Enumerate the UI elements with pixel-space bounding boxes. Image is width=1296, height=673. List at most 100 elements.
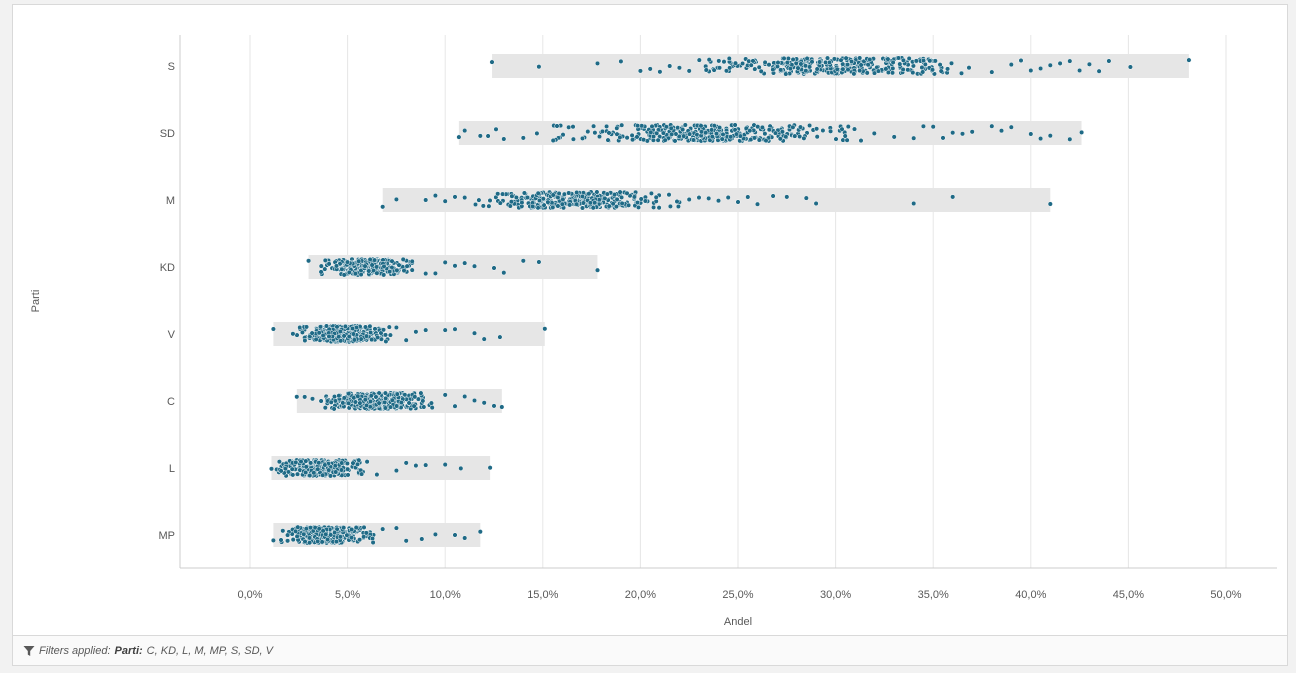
data-point: [617, 134, 623, 140]
data-point: [306, 258, 312, 264]
data-point: [402, 392, 408, 398]
data-point: [784, 194, 790, 200]
data-point: [641, 137, 647, 143]
data-point: [596, 134, 603, 140]
x-axis-title: Andel: [724, 616, 752, 628]
data-point: [342, 323, 348, 329]
data-point: [413, 329, 419, 335]
data-point: [383, 395, 389, 401]
data-point: [858, 138, 864, 144]
data-point: [442, 259, 448, 265]
data-point: [807, 122, 813, 129]
data-point: [604, 123, 610, 129]
data-point: [458, 465, 464, 471]
data-point: [910, 70, 916, 76]
data-point: [1008, 124, 1014, 130]
data-point: [871, 130, 877, 136]
data-point: [452, 532, 458, 538]
data-point: [900, 66, 906, 73]
data-point: [851, 71, 857, 77]
data-point: [423, 197, 429, 203]
data-point: [787, 66, 793, 72]
data-point: [319, 539, 325, 545]
data-point: [1079, 129, 1085, 135]
data-point: [361, 534, 367, 540]
data-point: [1067, 136, 1073, 142]
data-point: [579, 205, 586, 211]
data-point: [676, 65, 682, 71]
data-point: [858, 62, 864, 68]
data-point: [779, 129, 785, 135]
data-point: [566, 190, 572, 196]
data-point: [747, 128, 753, 134]
data-point: [268, 466, 275, 472]
data-point: [1057, 60, 1063, 66]
data-point: [1186, 57, 1192, 63]
data-point: [727, 65, 733, 71]
data-point: [513, 194, 519, 201]
data-point: [871, 70, 878, 76]
data-point: [845, 62, 851, 68]
data-point: [709, 134, 715, 140]
data-point: [656, 205, 662, 211]
y-tick-label: KD: [160, 262, 175, 274]
data-point: [356, 258, 362, 264]
data-point: [845, 67, 851, 73]
data-point: [570, 136, 576, 142]
x-tick-label: 30,0%: [820, 589, 851, 601]
data-point: [285, 538, 291, 544]
data-point: [737, 133, 743, 139]
data-point: [332, 398, 338, 404]
data-point: [950, 130, 956, 136]
data-point: [320, 528, 326, 534]
data-point: [477, 529, 483, 535]
data-point: [501, 270, 507, 276]
data-point: [797, 133, 803, 140]
data-point: [606, 130, 612, 136]
data-point: [317, 324, 324, 330]
data-point: [674, 198, 680, 205]
data-point: [393, 525, 399, 531]
data-point: [666, 192, 672, 198]
data-point: [452, 403, 458, 409]
data-point: [481, 400, 487, 406]
data-point: [534, 130, 540, 136]
data-point: [508, 199, 514, 205]
data-point: [937, 62, 943, 68]
data-point: [400, 256, 406, 262]
data-point: [555, 203, 561, 209]
data-point: [969, 129, 975, 135]
data-point: [733, 131, 740, 137]
data-point: [762, 131, 768, 137]
data-point: [322, 405, 328, 411]
data-point: [289, 466, 295, 472]
data-point: [297, 324, 303, 331]
data-point: [350, 460, 356, 466]
data-point: [346, 400, 352, 406]
data-point: [432, 193, 438, 199]
data-point: [520, 258, 526, 264]
data-point: [429, 405, 435, 411]
data-point: [471, 397, 478, 404]
x-tick-label: 20,0%: [625, 589, 656, 601]
data-point: [423, 327, 429, 333]
data-point: [932, 58, 938, 64]
data-point: [323, 323, 330, 329]
data-point: [364, 402, 370, 408]
data-point: [338, 338, 344, 344]
data-point: [605, 137, 611, 143]
data-point: [472, 201, 479, 208]
y-tick-label: SD: [160, 128, 175, 140]
data-point: [814, 126, 820, 132]
data-point: [989, 123, 995, 129]
data-point: [890, 65, 896, 71]
data-point: [634, 200, 641, 206]
data-point: [486, 203, 492, 209]
data-point: [301, 531, 307, 537]
data-point: [350, 331, 357, 337]
data-point: [489, 59, 495, 65]
data-point: [334, 526, 340, 532]
data-point: [344, 460, 350, 467]
data-point: [521, 190, 527, 196]
data-point: [462, 393, 468, 400]
